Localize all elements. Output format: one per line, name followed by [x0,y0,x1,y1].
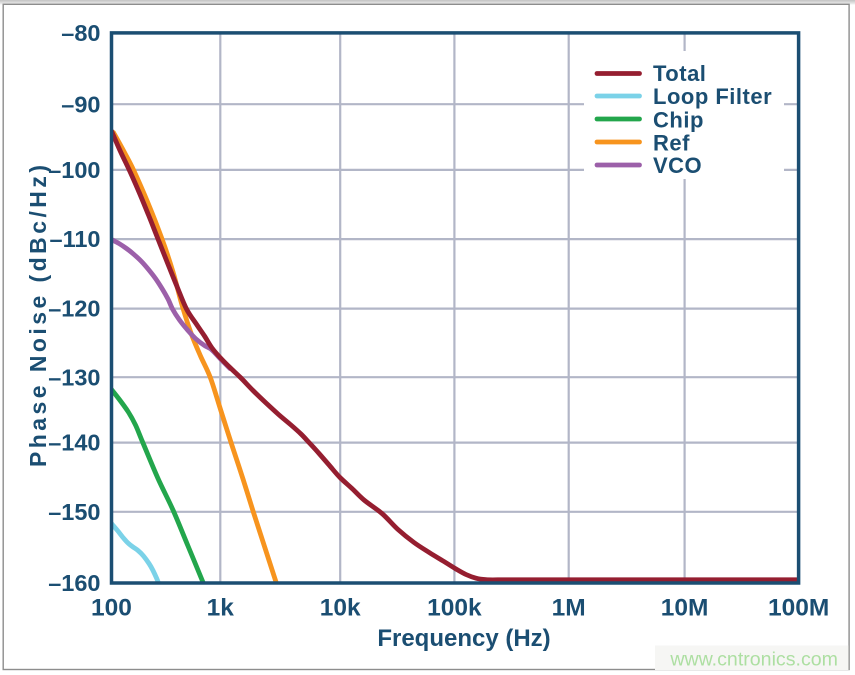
svg-text:VCO: VCO [653,153,702,178]
svg-text:Chip: Chip [653,108,704,133]
svg-text:100k: 100k [427,595,482,622]
svg-text:Loop Filter: Loop Filter [653,84,772,109]
svg-text:–90: –90 [61,91,100,117]
svg-text:–150: –150 [48,499,100,525]
svg-text:100: 100 [91,595,132,622]
svg-text:www.cntronics.com: www.cntronics.com [669,649,838,671]
svg-text:1M: 1M [552,595,586,622]
svg-text:–100: –100 [48,157,100,183]
svg-text:Frequency (Hz): Frequency (Hz) [377,625,550,652]
svg-text:–110: –110 [50,226,101,252]
svg-text:–80: –80 [61,20,100,46]
svg-text:–120: –120 [48,296,100,322]
svg-text:–160: –160 [48,570,100,596]
svg-text:–140: –140 [48,430,100,456]
svg-text:1k: 1k [207,595,235,622]
svg-text:10k: 10k [320,595,361,622]
svg-text:–130: –130 [48,364,100,390]
svg-text:Total: Total [653,61,706,86]
svg-text:10M: 10M [661,595,709,622]
svg-text:Ref: Ref [653,131,690,156]
svg-text:100M: 100M [768,595,829,622]
